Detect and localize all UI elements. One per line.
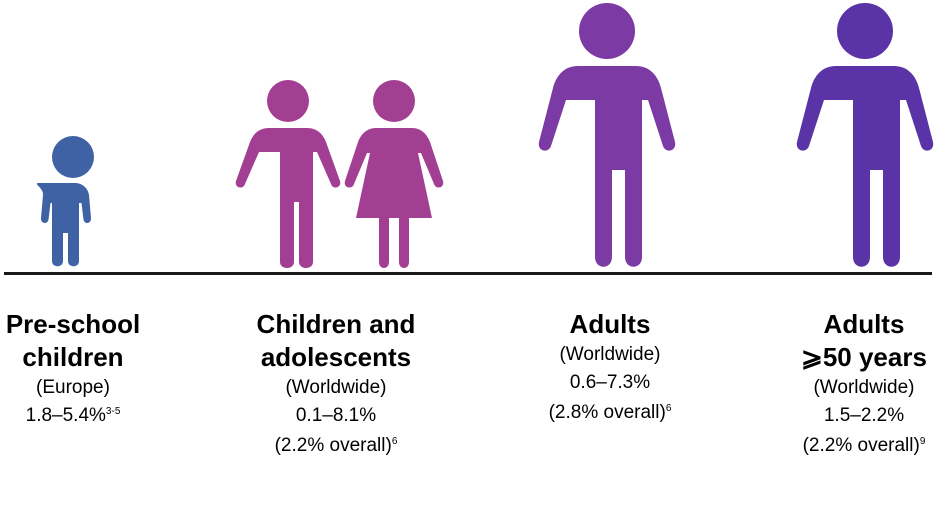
group-title: Adults [569,309,651,339]
reference-superscript: 3-5 [105,406,121,417]
older-adult-icon [796,3,934,267]
group-preschool-children: Pre-school children (Europe) 1.8–5.4%3-5 [0,308,146,431]
group-overall: (2.2% overall)6 [274,435,398,456]
group-range: 0.1–8.1% [295,405,377,426]
group-range: 1.8–5.4%3-5 [25,405,121,426]
girl-icon [344,80,444,268]
boy-icon [235,80,341,268]
group-overall: (2.2% overall)9 [802,435,926,456]
group-region: (Europe) [36,377,110,398]
group-adults-50-plus: Adults ⩾50 years (Worldwide) 1.5–2.2% (2.… [788,308,940,461]
ground-line [4,272,932,275]
group-children-adolescents: Children and adolescents (Worldwide) 0.1–… [236,308,436,461]
group-title: Adults ⩾50 years [801,309,927,372]
group-region: (Worldwide) [285,377,387,398]
group-title: Pre-school children [5,309,141,372]
reference-superscript: 9 [919,436,926,447]
reference-superscript: 6 [665,403,672,414]
group-adults: Adults (Worldwide) 0.6–7.3% (2.8% overal… [515,308,705,428]
group-range: 0.6–7.3% [569,372,651,393]
small-child-icon [36,136,94,267]
group-region: (Worldwide) [813,377,915,398]
group-overall: (2.8% overall)6 [548,402,672,423]
group-region: (Worldwide) [559,344,661,365]
group-range: 1.5–2.2% [823,405,905,426]
reference-superscript: 6 [391,436,398,447]
group-title: Children and adolescents [256,309,416,372]
population-figures [36,3,934,268]
adult-icon [538,3,676,267]
